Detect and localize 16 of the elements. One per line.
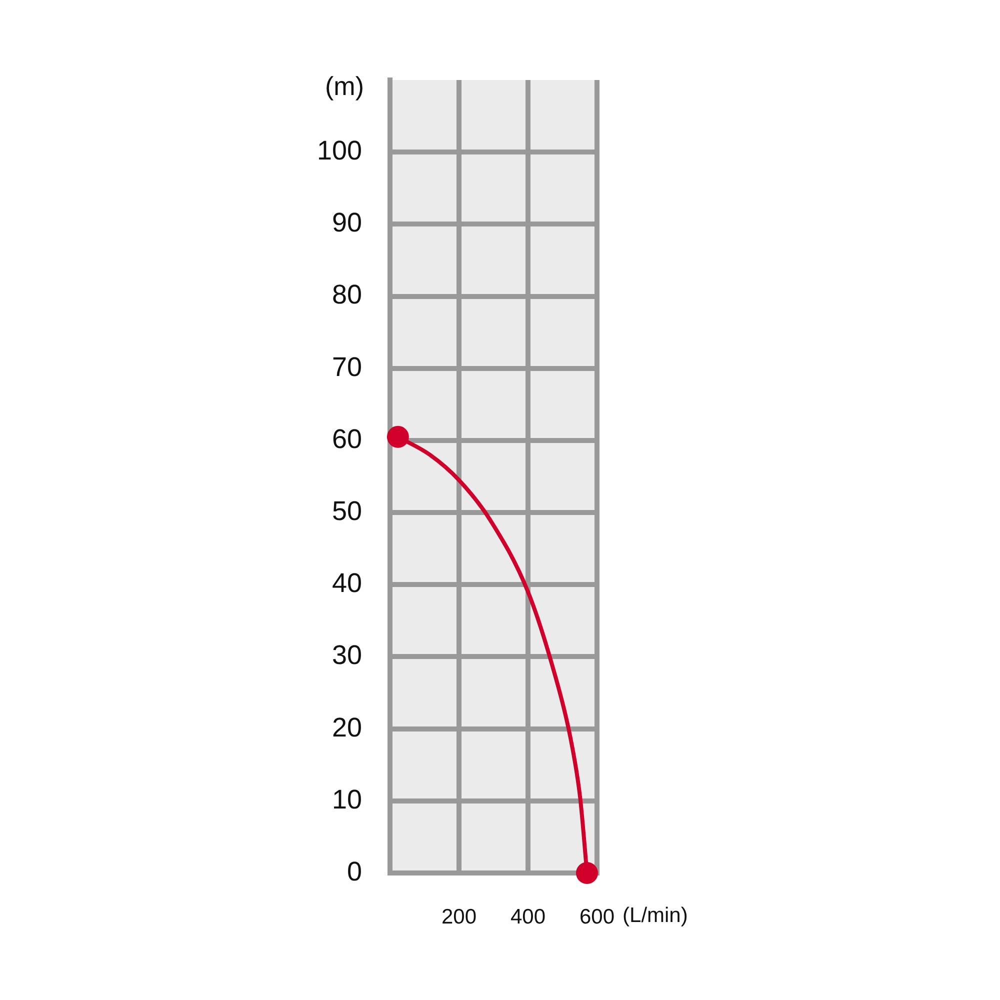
y-tick-label: 80 bbox=[332, 280, 362, 310]
y-tick-label: 20 bbox=[332, 712, 362, 742]
x-tick-label: 600 bbox=[579, 905, 615, 928]
y-tick-label: 60 bbox=[332, 424, 362, 454]
y-tick-label: 50 bbox=[332, 496, 362, 526]
y-tick-label: 30 bbox=[332, 640, 362, 670]
y-tick-label: 70 bbox=[332, 352, 362, 382]
y-tick-label: 100 bbox=[316, 136, 362, 166]
y-axis-title: (m) bbox=[325, 71, 364, 102]
y-tick-label: 10 bbox=[332, 784, 362, 814]
x-tick-label: 200 bbox=[441, 905, 477, 928]
y-tick-label: 40 bbox=[332, 568, 362, 598]
x-tick-label: 400 bbox=[510, 905, 546, 928]
x-axis-title: (L/min) bbox=[622, 904, 688, 927]
y-tick-label: 0 bbox=[346, 856, 362, 886]
y-tick-label: 90 bbox=[332, 208, 362, 238]
